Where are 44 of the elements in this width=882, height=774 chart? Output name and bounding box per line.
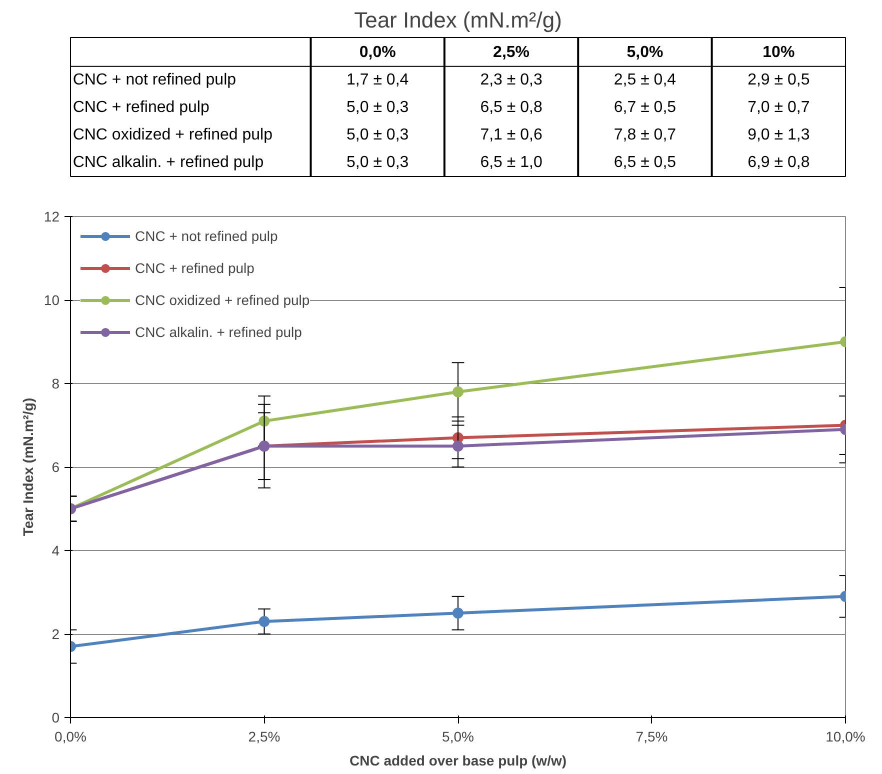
text: 6,5 ± 1,0 bbox=[480, 154, 542, 172]
text: 2,9 ± 0,5 bbox=[748, 72, 810, 89]
text: 5,0 ± 0,3 bbox=[346, 99, 409, 116]
y-tick-label: 0 bbox=[52, 710, 60, 726]
text: 7,8 ± 0,7 bbox=[614, 126, 676, 144]
category-label: CNC + refined pulp bbox=[72, 99, 210, 116]
x-tick-label: 7,5% bbox=[636, 728, 668, 744]
y-tick-label: 6 bbox=[52, 459, 60, 475]
text: 1,7 ± 0,4 bbox=[346, 72, 409, 89]
legend-label: CNC oxidized + refined pulp bbox=[135, 292, 310, 308]
x-tick-label: 5,0% bbox=[442, 728, 474, 744]
text: Tear Index (mN.m²/g) bbox=[354, 8, 562, 32]
text: 7,0 ± 0,7 bbox=[748, 99, 810, 116]
text: 6,7 ± 0,5 bbox=[614, 99, 676, 116]
text: 5,0 ± 0,3 bbox=[346, 154, 409, 172]
category-label: 10% bbox=[762, 44, 795, 62]
point bbox=[452, 386, 464, 398]
text: 2,5 ± 0,4 bbox=[614, 72, 676, 89]
category-label: 2,5% bbox=[493, 44, 530, 62]
y-axis-title: Tear Index (mN.m²/g) bbox=[20, 398, 36, 536]
category-label: CNC + not refined pulp bbox=[72, 72, 236, 89]
legend-label: CNC + refined pulp bbox=[135, 260, 254, 276]
text: 9,0 ± 1,3 bbox=[748, 126, 810, 144]
y-tick-label: 2 bbox=[52, 626, 60, 642]
legend-label: CNC + not refined pulp bbox=[135, 228, 278, 244]
category-label: 0,0% bbox=[359, 44, 396, 62]
x-tick-label: 0,0% bbox=[54, 728, 86, 744]
y-tick-label: 10 bbox=[44, 292, 60, 308]
text: 6,9 ± 0,8 bbox=[748, 154, 810, 172]
category-label: CNC alkalin. + refined pulp bbox=[72, 154, 264, 172]
legend-label: CNC alkalin. + refined pulp bbox=[135, 324, 302, 340]
text: 2,3 ± 0,3 bbox=[480, 72, 542, 89]
text: 6,5 ± 0,5 bbox=[614, 154, 676, 172]
y-tick-label: 12 bbox=[44, 208, 60, 224]
text: 7,1 ± 0,6 bbox=[480, 126, 542, 144]
category-label: 5,0% bbox=[626, 44, 664, 62]
category-label: CNC oxidized + refined pulp bbox=[72, 126, 272, 144]
x-axis-title: CNC added over base pulp (w/w) bbox=[349, 752, 567, 768]
text: 5,0 ± 0,3 bbox=[346, 126, 409, 144]
x-tick-label: 10,0% bbox=[826, 728, 866, 744]
text: 6,5 ± 0,8 bbox=[480, 99, 542, 116]
y-tick-label: 8 bbox=[52, 376, 60, 392]
y-tick-label: 4 bbox=[52, 542, 60, 558]
x-tick-label: 2,5% bbox=[248, 728, 280, 744]
